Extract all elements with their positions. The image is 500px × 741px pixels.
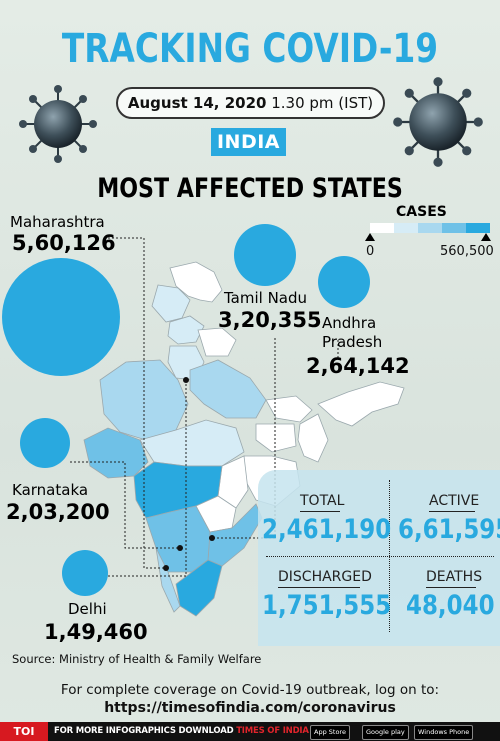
marker-tamilnadu [209,535,215,541]
region-jharkhand [255,423,297,453]
footer-promo-part2: TIMES OF INDIA APP [236,726,330,736]
footer-bar: TOI FOR MORE INFOGRAPHICS DOWNLOAD TIMES… [0,722,500,741]
bubble-delhi [62,550,108,596]
date-pill: August 14, 2020 1.30 pm (IST) [116,87,385,119]
region-gujarat [83,427,149,479]
region-up [189,359,267,419]
bubble-maharashtra [2,258,120,376]
marker-maharashtra [163,565,169,571]
stat-active-value: 6,61,595 [398,514,500,545]
country-badge: INDIA [211,128,286,156]
state-cases-karnataka: 2,03,200 [6,500,110,524]
region-punjab [167,315,205,345]
region-jk [169,261,223,303]
source-note: Source: Ministry of Health & Family Welf… [12,652,262,666]
stat-total-label: TOTAL [300,493,345,509]
leader-delhi [96,380,187,577]
region-uk [197,327,237,357]
region-northeast [317,381,405,427]
stat-discharged-value: 1,751,555 [262,590,392,621]
stat-active-underline [429,511,475,512]
legend-swatch-3 [418,223,442,233]
state-name-maharashtra: Maharashtra [10,213,105,231]
stat-discharged-underline [278,587,360,588]
region-bihar [265,395,313,423]
state-name-andhra-line2: Pradesh [322,333,383,351]
legend-swatch-4 [442,223,466,233]
footer-promo-text: FOR MORE INFOGRAPHICS DOWNLOAD TIMES OF … [54,722,330,741]
bubble-andhra [318,256,370,308]
leader-karnataka [70,461,180,549]
date-text: August 14, 2020 [127,94,267,112]
state-name-delhi: Delhi [68,600,107,618]
leader-maharashtra [104,237,166,569]
footer-promo-part1: FOR MORE INFOGRAPHICS DOWNLOAD [54,726,237,736]
coverage-text: For complete coverage on Covid-19 outbre… [60,682,440,698]
stats-divider-horizontal [266,556,494,557]
state-cases-tamilnadu: 3,20,355 [218,308,322,332]
region-wb [297,413,329,463]
windows-phone-badge[interactable]: Windows Phone [414,725,474,740]
stat-active-label: ACTIVE [429,493,480,509]
marker-delhi [183,377,189,383]
marker-karnataka [177,545,183,551]
stat-deaths-underline [426,587,476,588]
region-tamilnadu [175,559,223,617]
coronavirus-icon [19,85,97,163]
legend-tick-max [481,233,491,241]
coronavirus-icon [393,77,483,167]
legend-swatch-1 [370,223,394,233]
state-cases-maharashtra: 5,60,126 [12,231,116,255]
state-name-tamilnadu: Tamil Nadu [224,289,308,307]
legend-color-scale [370,223,490,233]
region-karnataka [145,505,211,573]
legend-max-label: 560,500 [440,244,494,259]
stat-discharged-label: DISCHARGED [278,569,372,585]
app-store-badge[interactable]: App Store [310,725,350,740]
state-name-karnataka: Karnataka [12,481,89,499]
stats-panel [258,470,500,646]
coverage-link[interactable]: https://timesofindia.com/coronavirus [104,700,396,716]
stat-total-value: 2,461,190 [262,514,392,545]
section-title: MOST AFFECTED STATES [97,173,403,204]
time-text: 1.30 pm (IST) [271,94,374,112]
state-cases-delhi: 1,49,460 [44,620,148,644]
state-name-andhra-line1: Andhra [322,314,377,332]
legend-swatch-5 [466,223,490,233]
legend-swatch-2 [394,223,418,233]
legend-title: CASES [396,204,447,220]
legend-min-label: 0 [366,244,375,259]
page-title: TRACKING COVID-19 [61,26,439,72]
state-cases-andhra: 2,64,142 [306,354,410,378]
legend-tick-min [365,233,375,241]
stat-deaths-label: DEATHS [426,569,483,585]
google-play-badge[interactable]: Google play [362,725,409,740]
toi-logo: TOI [0,722,48,741]
stat-deaths-value: 48,040 [406,590,495,621]
stat-total-underline [300,511,340,512]
bubble-tamilnadu [234,224,296,286]
bubble-karnataka [20,418,70,468]
